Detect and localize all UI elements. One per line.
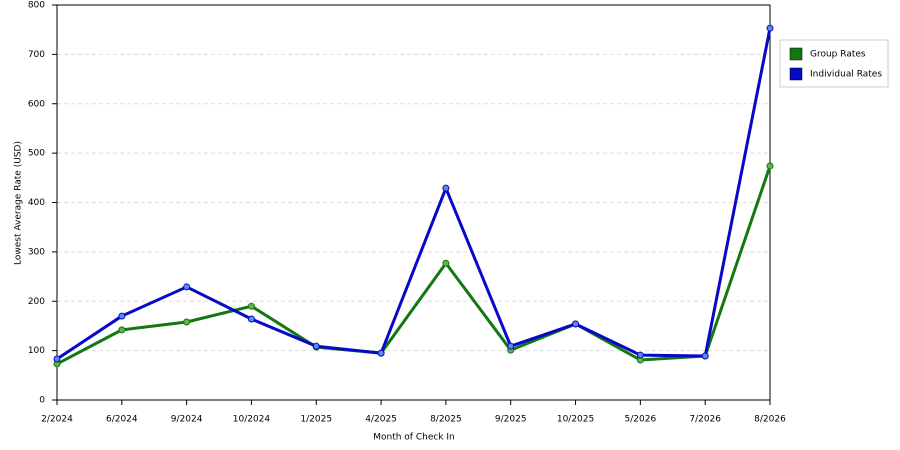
data-point — [442, 259, 450, 267]
series-line — [56, 27, 772, 361]
x-tick-label: 10/2025 — [557, 415, 594, 425]
y-tick-label: 600 — [28, 99, 45, 109]
x-axis-label: Month of Check In — [373, 433, 455, 443]
data-point — [53, 355, 61, 363]
plot-frame — [56, 4, 771, 401]
data-point — [766, 24, 774, 32]
x-tick-label: 9/2025 — [495, 415, 527, 425]
data-point — [442, 184, 450, 192]
data-point — [701, 352, 709, 360]
y-tick-label: 800 — [28, 1, 45, 11]
x-tick-label: 8/2025 — [430, 415, 462, 425]
data-point — [507, 342, 515, 350]
data-point — [247, 315, 255, 323]
x-tick-label: 2/2024 — [41, 415, 73, 425]
data-point — [118, 312, 126, 320]
x-tick-label: 7/2026 — [689, 415, 721, 425]
x-tick-label: 6/2024 — [106, 415, 138, 425]
data-point — [572, 320, 580, 328]
x-tick-label: 4/2025 — [365, 415, 397, 425]
y-axis-label: Lowest Average Rate (USD) — [14, 141, 24, 265]
data-point — [636, 351, 644, 359]
y-tick-label: 200 — [28, 297, 45, 307]
y-tick-label: 700 — [28, 50, 45, 60]
data-point — [183, 283, 191, 291]
legend-label: Individual Rates — [810, 70, 882, 80]
x-tick-label: 10/2024 — [233, 415, 271, 425]
legend-label: Group Rates — [810, 50, 866, 60]
x-tick-label: 9/2024 — [171, 415, 203, 425]
legend-swatch — [789, 67, 803, 81]
y-tick-label: 100 — [28, 346, 45, 356]
y-tick-label: 0 — [39, 396, 45, 406]
data-point — [312, 342, 320, 350]
data-point — [766, 162, 774, 170]
y-tick-label: 500 — [28, 149, 45, 159]
x-tick-label: 1/2025 — [300, 415, 332, 425]
y-tick-label: 400 — [28, 198, 45, 208]
data-point — [247, 302, 255, 310]
data-point — [377, 349, 385, 357]
legend-swatch — [789, 47, 803, 61]
x-tick-label: 8/2026 — [754, 415, 786, 425]
y-tick-label: 300 — [28, 247, 45, 257]
x-tick-label: 5/2026 — [625, 415, 657, 425]
data-point — [118, 326, 126, 334]
series-line — [56, 165, 772, 366]
data-point — [183, 318, 191, 326]
